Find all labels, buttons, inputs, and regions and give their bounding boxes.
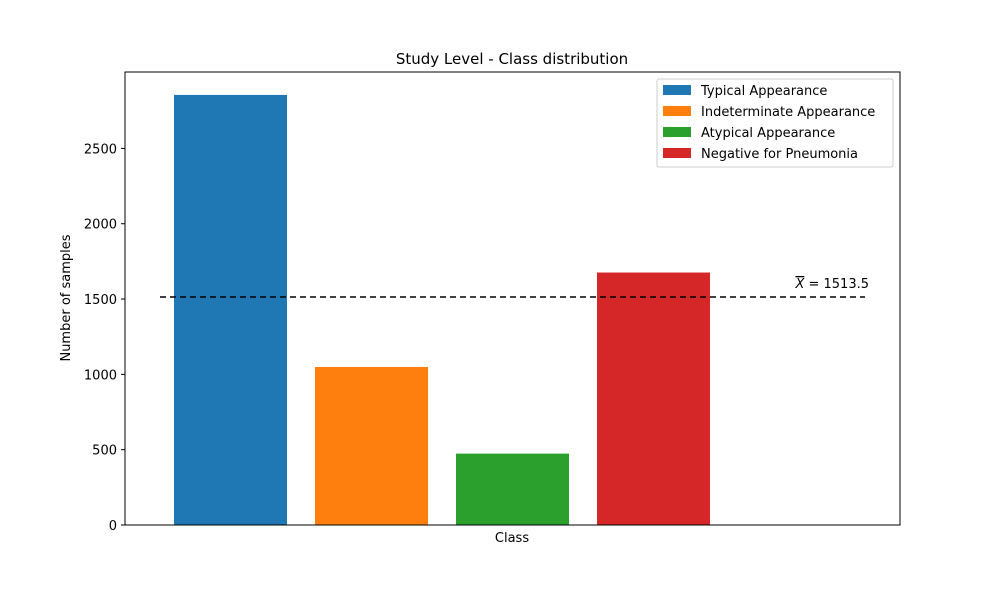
y-tick-label: 1000 <box>84 368 117 383</box>
bar-negative-for-pneumonia <box>597 272 710 525</box>
legend-label: Negative for Pneumonia <box>701 147 858 162</box>
x-axis-label: Class <box>495 531 529 546</box>
plot-area: X = 1513.5 0 500 1000 1500 2000 2500 <box>84 71 901 534</box>
legend-swatch <box>663 85 691 95</box>
legend-swatch <box>663 127 691 137</box>
bar-indeterminate-appearance <box>315 366 428 525</box>
y-tick-label: 0 <box>109 519 117 534</box>
legend-swatch <box>663 148 691 158</box>
legend: Typical Appearance Indeterminate Appearan… <box>656 78 894 168</box>
axes-frame <box>124 71 901 526</box>
y-tick-label: 500 <box>92 444 117 459</box>
y-tick-label: 1500 <box>84 293 117 308</box>
legend-label: Indeterminate Appearance <box>701 105 875 120</box>
bar-typical-appearance <box>174 94 287 526</box>
legend-box <box>656 78 894 168</box>
bar-atypical-appearance <box>456 453 569 525</box>
y-axis-label: Number of samples <box>59 234 74 361</box>
y-tick-label: 2000 <box>84 218 117 233</box>
legend-label: Typical Appearance <box>700 84 827 99</box>
legend-swatch <box>663 106 691 116</box>
legend-label: Atypical Appearance <box>701 126 835 141</box>
y-tick-label: 2500 <box>84 142 117 157</box>
chart-title: Study Level - Class distribution <box>396 50 628 68</box>
mean-label: X = 1513.5 <box>794 277 869 292</box>
